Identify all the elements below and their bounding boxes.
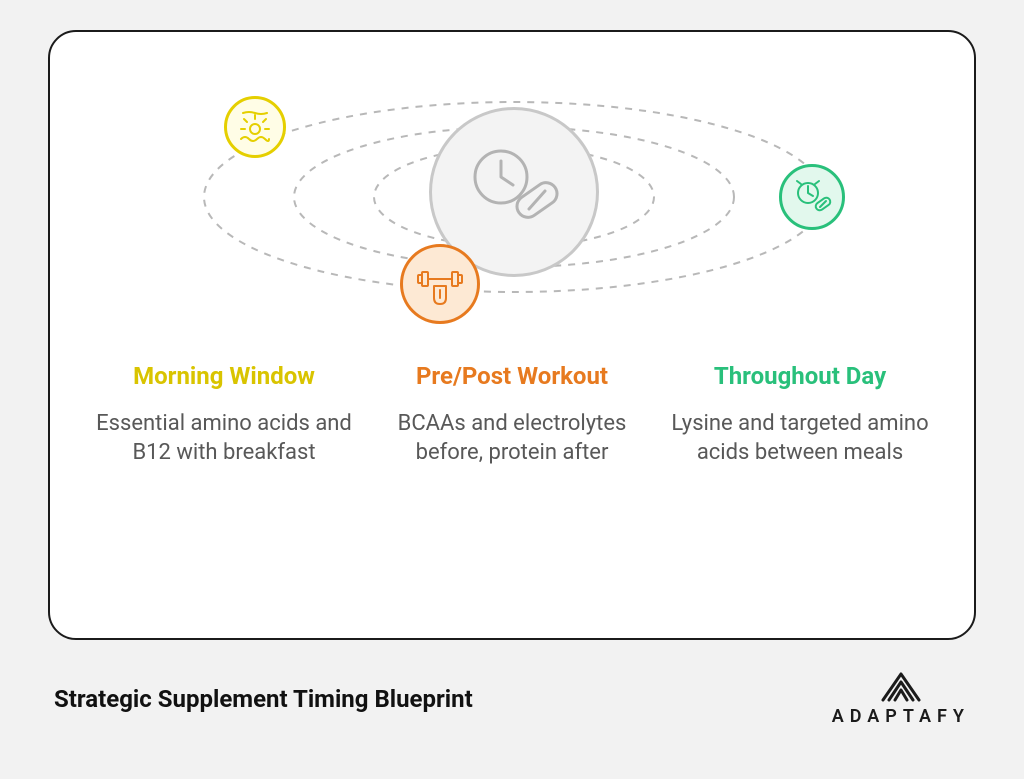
column-title: Morning Window bbox=[94, 362, 354, 391]
columns-row: Morning Window Essential amino acids and… bbox=[50, 362, 974, 468]
clock-pill-icon bbox=[459, 137, 569, 247]
dumbbell-icon bbox=[414, 258, 466, 310]
orbit-diagram bbox=[50, 32, 974, 352]
morning-icon bbox=[235, 107, 275, 147]
page-title: Strategic Supplement Timing Blueprint bbox=[54, 685, 473, 713]
brand-block: ADAPTAFY bbox=[832, 670, 970, 727]
column-body: Essential amino acids and B12 with break… bbox=[94, 409, 354, 468]
infographic-card: Morning Window Essential amino acids and… bbox=[48, 30, 976, 640]
column-morning: Morning Window Essential amino acids and… bbox=[94, 362, 354, 468]
column-body: Lysine and targeted amino acids between … bbox=[670, 409, 930, 468]
day-node bbox=[779, 164, 845, 230]
footer-row: Strategic Supplement Timing Blueprint AD… bbox=[48, 670, 976, 727]
column-workout: Pre/Post Workout BCAAs and electrolytes … bbox=[382, 362, 642, 468]
morning-node bbox=[224, 96, 286, 158]
column-day: Throughout Day Lysine and targeted amino… bbox=[670, 362, 930, 468]
column-title: Throughout Day bbox=[670, 362, 930, 391]
brand-logo-icon bbox=[879, 670, 923, 702]
brand-name: ADAPTAFY bbox=[832, 706, 970, 727]
workout-node bbox=[400, 244, 480, 324]
column-body: BCAAs and electrolytes before, protein a… bbox=[382, 409, 642, 468]
clock-pill-small-icon bbox=[791, 176, 833, 218]
column-title: Pre/Post Workout bbox=[382, 362, 642, 391]
